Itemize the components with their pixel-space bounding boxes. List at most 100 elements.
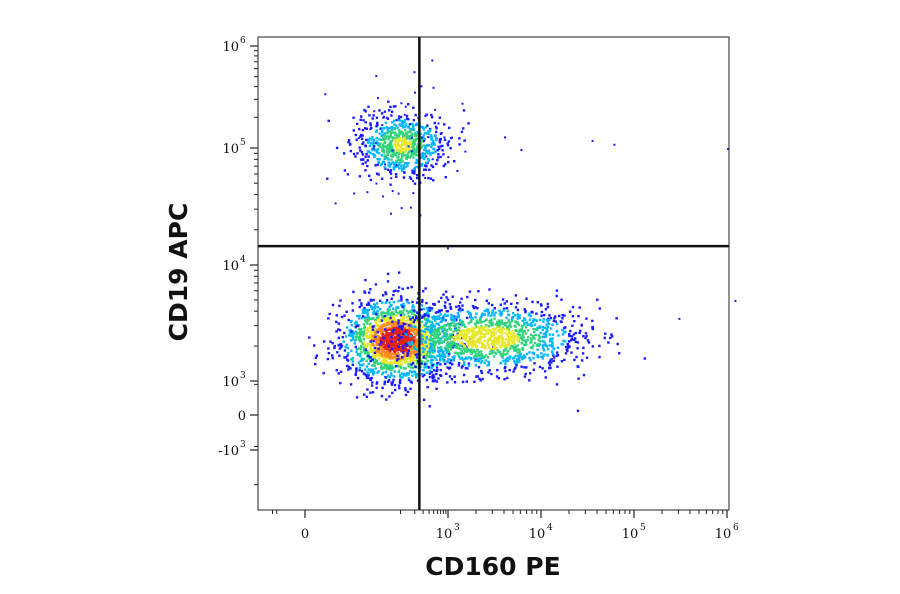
event-dot xyxy=(463,139,466,142)
event-dot xyxy=(422,355,425,359)
event-dot xyxy=(383,363,386,366)
event-dot xyxy=(551,352,555,356)
event-dot xyxy=(364,348,367,351)
y-tick-exponent: 4 xyxy=(240,255,246,265)
event-dot xyxy=(421,347,424,350)
event-dot xyxy=(429,339,432,342)
event-dot xyxy=(524,372,527,376)
event-dot xyxy=(440,309,443,312)
event-dot xyxy=(523,317,526,320)
y-tick-exponent: 6 xyxy=(240,36,246,46)
event-dot xyxy=(433,121,436,125)
event-dot xyxy=(499,314,503,317)
event-dot xyxy=(385,360,388,363)
event-dot xyxy=(500,326,503,330)
event-dot xyxy=(369,178,372,182)
event-dot xyxy=(426,359,429,363)
event-dot xyxy=(546,326,549,329)
event-dot xyxy=(496,336,499,339)
event-dot xyxy=(564,340,567,343)
event-dot xyxy=(391,161,394,164)
event-dot xyxy=(405,357,408,360)
event-dot xyxy=(414,334,417,337)
event-dot xyxy=(343,314,346,317)
event-dot xyxy=(414,317,418,320)
event-dot xyxy=(370,327,373,330)
event-dot xyxy=(335,146,339,150)
event-dot xyxy=(393,375,396,378)
event-dot xyxy=(474,326,477,330)
event-dot xyxy=(434,137,438,140)
event-dot xyxy=(514,345,518,348)
event-dot xyxy=(431,379,435,383)
x-tick-exponent: 3 xyxy=(454,523,460,533)
event-dot xyxy=(420,351,423,354)
event-dot xyxy=(535,319,538,322)
event-dot xyxy=(343,169,347,172)
event-dot xyxy=(543,326,547,329)
event-dot xyxy=(435,138,438,142)
event-dot xyxy=(440,349,443,352)
event-dot xyxy=(480,371,484,375)
event-dot xyxy=(412,147,415,150)
event-dot xyxy=(409,318,412,321)
event-dot xyxy=(430,355,433,358)
event-dot xyxy=(371,349,374,352)
event-dot xyxy=(598,344,601,348)
event-dot xyxy=(421,316,424,319)
event-dot xyxy=(440,131,443,134)
event-dot xyxy=(451,136,453,139)
event-dot xyxy=(427,136,430,139)
event-dot xyxy=(476,340,479,343)
event-dot xyxy=(358,146,361,149)
event-dot xyxy=(421,329,424,333)
event-dot xyxy=(384,370,388,374)
event-dot xyxy=(424,327,427,331)
event-dot xyxy=(451,333,455,337)
event-dot xyxy=(551,333,555,336)
event-dot xyxy=(422,168,426,171)
event-dot xyxy=(501,332,504,335)
event-dot xyxy=(391,391,394,395)
event-dot xyxy=(356,376,360,380)
event-dot xyxy=(523,323,526,327)
event-dot xyxy=(424,148,427,151)
event-dot xyxy=(460,350,463,353)
event-dot xyxy=(540,355,543,358)
event-dot xyxy=(400,299,403,302)
event-dot xyxy=(556,322,559,326)
event-dot xyxy=(443,304,446,308)
event-dot xyxy=(383,127,386,130)
event-dot xyxy=(407,378,411,381)
event-dot xyxy=(415,147,418,150)
event-dot xyxy=(389,326,392,329)
event-dot xyxy=(618,352,621,355)
event-dot xyxy=(413,336,417,339)
event-dot xyxy=(576,365,579,368)
event-dot xyxy=(379,127,382,130)
event-dot xyxy=(339,343,343,346)
event-dot xyxy=(489,347,492,351)
event-dot xyxy=(448,358,451,361)
event-dot xyxy=(464,330,468,334)
event-dot xyxy=(404,347,407,350)
event-dot xyxy=(487,364,490,367)
event-dot xyxy=(425,164,428,168)
event-dot xyxy=(495,375,499,378)
event-dot xyxy=(460,130,464,133)
event-dot xyxy=(385,320,389,323)
event-dot xyxy=(383,366,386,370)
event-dot xyxy=(346,173,350,176)
event-dot xyxy=(381,360,384,363)
event-dot xyxy=(385,345,388,348)
event-dot xyxy=(448,303,452,306)
event-dot xyxy=(354,335,357,338)
event-dot xyxy=(421,325,424,329)
event-dot xyxy=(392,105,396,108)
event-dot xyxy=(344,345,347,349)
event-dot xyxy=(387,367,390,370)
event-dot xyxy=(368,377,372,380)
event-dot xyxy=(408,176,412,179)
event-dot xyxy=(423,329,427,332)
event-dot xyxy=(409,123,412,126)
